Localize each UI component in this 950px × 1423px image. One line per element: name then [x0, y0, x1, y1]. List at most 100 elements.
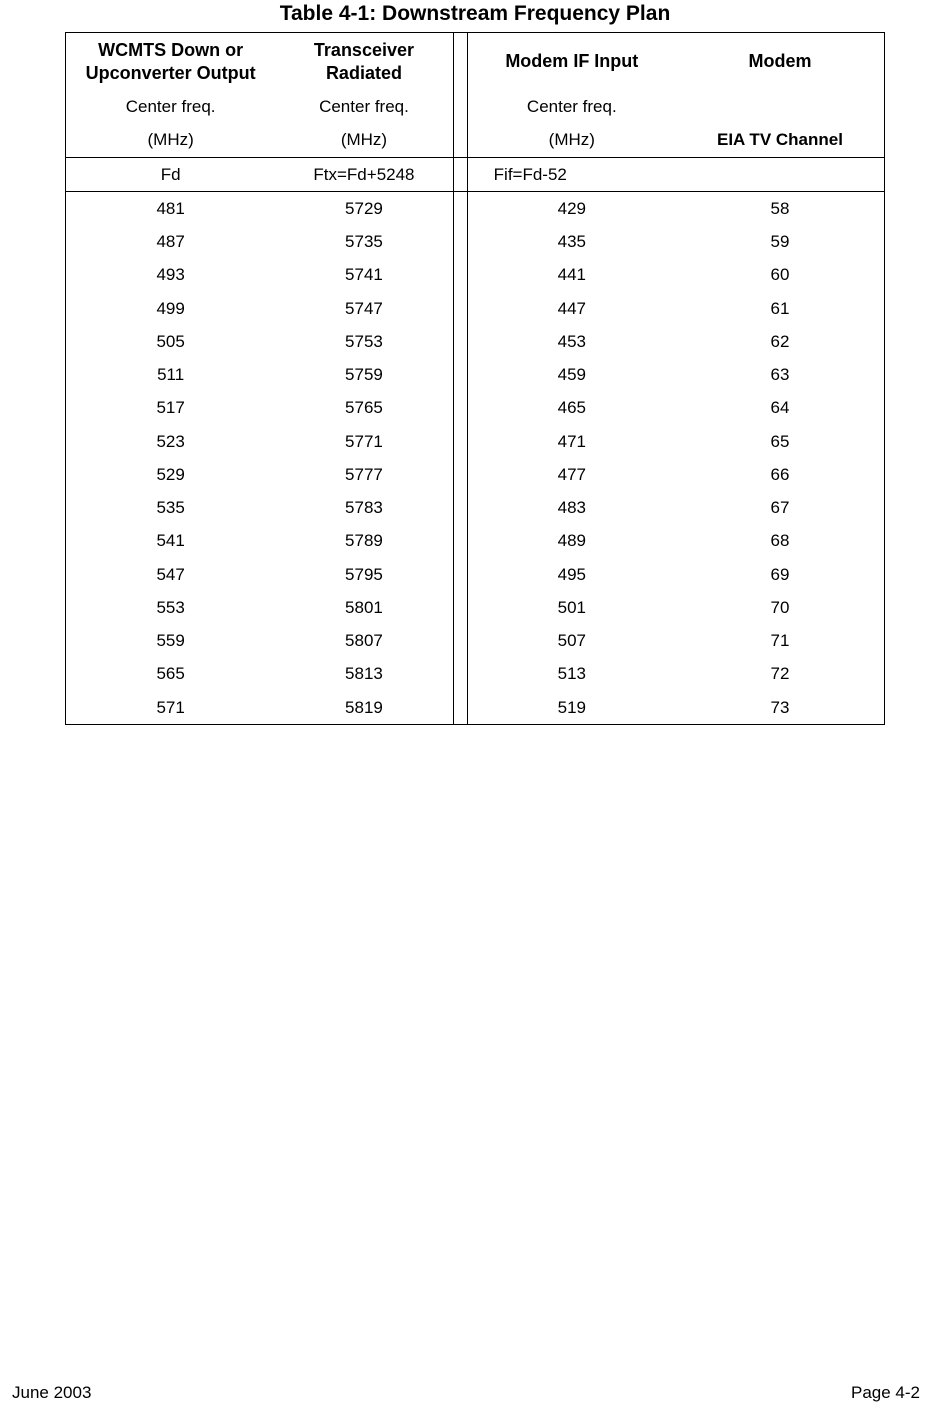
- table-header-row: WCMTS Down or Upconverter Output Transce…: [66, 33, 885, 91]
- column-divider-gap: [453, 90, 467, 123]
- column-divider-gap: [453, 657, 467, 690]
- col1-sub: Center freq.: [66, 90, 276, 123]
- cell-modem-if: 435: [467, 225, 676, 258]
- column-divider-gap: [453, 123, 467, 157]
- cell-modem-if: 489: [467, 524, 676, 557]
- cell-modem-if: 507: [467, 624, 676, 657]
- cell-wcmts: 553: [66, 591, 276, 624]
- cell-eia-channel: 58: [676, 191, 885, 225]
- page: Table 4-1: Downstream Frequency Plan WCM…: [0, 0, 950, 1423]
- cell-wcmts: 559: [66, 624, 276, 657]
- page-footer: June 2003 Page 4-2: [12, 1383, 920, 1403]
- table-row: 4815729 42958: [66, 191, 885, 225]
- table-row: 5595807 50771: [66, 624, 885, 657]
- cell-wcmts: 565: [66, 657, 276, 690]
- cell-transceiver: 5789: [275, 524, 453, 557]
- cell-modem-if: 453: [467, 325, 676, 358]
- column-divider-gap: [453, 325, 467, 358]
- table-row: 5655813 51372: [66, 657, 885, 690]
- column-divider-gap: [453, 292, 467, 325]
- frequency-table: WCMTS Down or Upconverter Output Transce…: [65, 32, 885, 725]
- cell-transceiver: 5735: [275, 225, 453, 258]
- cell-transceiver: 5795: [275, 558, 453, 591]
- cell-eia-channel: 72: [676, 657, 885, 690]
- column-divider-gap: [453, 491, 467, 524]
- cell-eia-channel: 70: [676, 591, 885, 624]
- cell-modem-if: 429: [467, 191, 676, 225]
- col3-unit: (MHz): [467, 123, 676, 157]
- cell-modem-if: 459: [467, 358, 676, 391]
- cell-eia-channel: 66: [676, 458, 885, 491]
- cell-eia-channel: 60: [676, 258, 885, 291]
- cell-transceiver: 5759: [275, 358, 453, 391]
- cell-transceiver: 5753: [275, 325, 453, 358]
- cell-wcmts: 487: [66, 225, 276, 258]
- table-row: 5175765 46564: [66, 391, 885, 424]
- cell-modem-if: 495: [467, 558, 676, 591]
- table-row: 5295777 47766: [66, 458, 885, 491]
- cell-wcmts: 511: [66, 358, 276, 391]
- column-divider-gap: [453, 691, 467, 725]
- cell-eia-channel: 73: [676, 691, 885, 725]
- cell-wcmts: 535: [66, 491, 276, 524]
- cell-modem-if: 483: [467, 491, 676, 524]
- table-row: 5715819 51973: [66, 691, 885, 725]
- cell-transceiver: 5819: [275, 691, 453, 725]
- cell-eia-channel: 71: [676, 624, 885, 657]
- table-row: 541578948968: [66, 524, 885, 557]
- column-divider-gap: [453, 624, 467, 657]
- col1-formula: Fd: [66, 157, 276, 191]
- col1-header: WCMTS Down or Upconverter Output: [66, 33, 276, 91]
- cell-transceiver: 5747: [275, 292, 453, 325]
- table-row: 547579549569: [66, 558, 885, 591]
- col4-sub: [676, 90, 885, 123]
- cell-eia-channel: 64: [676, 391, 885, 424]
- table-row: 4875735 43559: [66, 225, 885, 258]
- cell-modem-if: 519: [467, 691, 676, 725]
- column-divider-gap: [453, 458, 467, 491]
- cell-transceiver: 5801: [275, 591, 453, 624]
- cell-wcmts: 571: [66, 691, 276, 725]
- col2-unit: (MHz): [275, 123, 453, 157]
- cell-transceiver: 5765: [275, 391, 453, 424]
- table-unit-row: (MHz) (MHz) (MHz) EIA TV Channel: [66, 123, 885, 157]
- table-row: 5535801 50170: [66, 591, 885, 624]
- cell-transceiver: 5729: [275, 191, 453, 225]
- cell-modem-if: 465: [467, 391, 676, 424]
- cell-wcmts: 493: [66, 258, 276, 291]
- col1-unit: (MHz): [66, 123, 276, 157]
- col3-header: Modem IF Input: [467, 33, 676, 91]
- cell-modem-if: 441: [467, 258, 676, 291]
- cell-wcmts: 481: [66, 191, 276, 225]
- cell-transceiver: 5771: [275, 425, 453, 458]
- col2-sub: Center freq.: [275, 90, 453, 123]
- cell-transceiver: 5783: [275, 491, 453, 524]
- column-divider-gap: [453, 524, 467, 557]
- footer-right: Page 4-2: [851, 1383, 920, 1403]
- cell-transceiver: 5807: [275, 624, 453, 657]
- col3-sub: Center freq.: [467, 90, 676, 123]
- cell-transceiver: 5813: [275, 657, 453, 690]
- table-row: 5355783 48367: [66, 491, 885, 524]
- col4-formula: [676, 157, 885, 191]
- cell-eia-channel: 61: [676, 292, 885, 325]
- column-divider-gap: [453, 558, 467, 591]
- cell-modem-if: 501: [467, 591, 676, 624]
- cell-modem-if: 477: [467, 458, 676, 491]
- cell-wcmts: 517: [66, 391, 276, 424]
- cell-wcmts: 547: [66, 558, 276, 591]
- cell-wcmts: 529: [66, 458, 276, 491]
- cell-transceiver: 5741: [275, 258, 453, 291]
- cell-modem-if: 513: [467, 657, 676, 690]
- column-divider-gap: [453, 358, 467, 391]
- col2-header: Transceiver Radiated: [275, 33, 453, 91]
- column-divider-gap: [453, 591, 467, 624]
- cell-eia-channel: 67: [676, 491, 885, 524]
- cell-wcmts: 505: [66, 325, 276, 358]
- cell-wcmts: 499: [66, 292, 276, 325]
- cell-eia-channel: 59: [676, 225, 885, 258]
- column-divider-gap: [453, 225, 467, 258]
- column-divider-gap: [453, 258, 467, 291]
- table-subheader-row: Center freq. Center freq. Center freq.: [66, 90, 885, 123]
- cell-transceiver: 5777: [275, 458, 453, 491]
